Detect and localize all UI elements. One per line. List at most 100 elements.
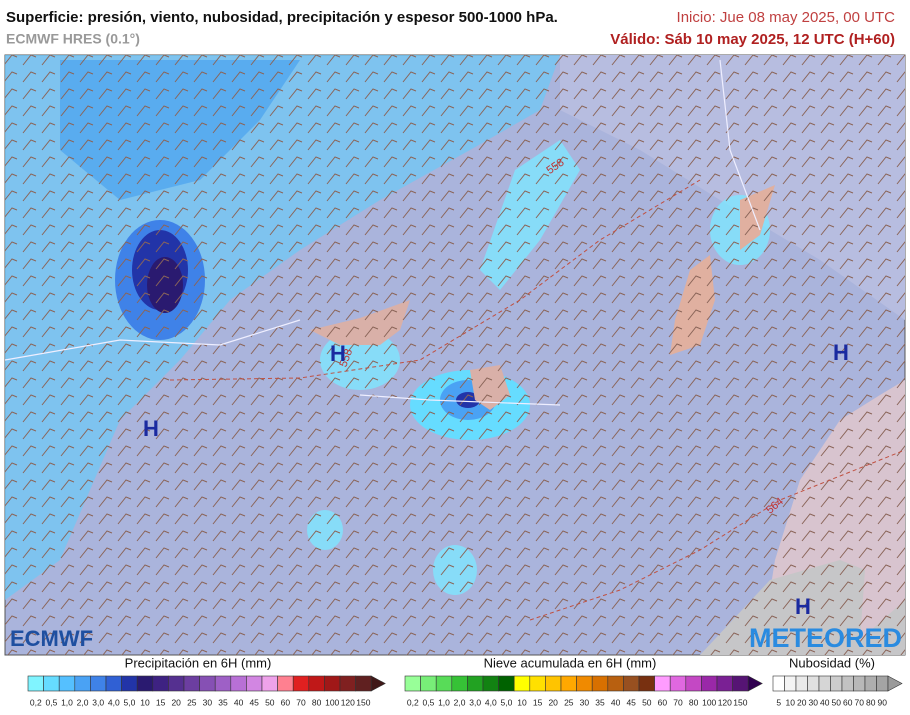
legend-swatch [214, 675, 232, 692]
legend-swatch [772, 675, 785, 692]
legend-swatch [324, 675, 341, 692]
legend-swatch [43, 675, 60, 692]
legend-label: 20 [548, 697, 558, 707]
legend-swatch [482, 675, 499, 692]
legend-swatch [732, 675, 749, 692]
legend-swatch [701, 675, 718, 692]
legend-swatch [576, 675, 593, 692]
legend-label: 0,5 [422, 697, 434, 707]
legend-swatch [864, 675, 877, 692]
legend-label: 10 [140, 697, 150, 707]
legend-swatch [467, 675, 484, 692]
legend-label: 50 [642, 697, 652, 707]
legend-label: 35 [218, 697, 228, 707]
legend-arrow [370, 675, 386, 692]
legend-label: 70 [673, 697, 683, 707]
legend-swatch [513, 675, 531, 692]
legend-label: 25 [187, 697, 197, 707]
legend-label: 0,5 [45, 697, 57, 707]
legend-swatch [136, 675, 154, 692]
legend-label: 25 [564, 697, 574, 707]
high-pressure: H [330, 341, 346, 366]
legend-label: 35 [595, 697, 605, 707]
legend-swatch [246, 675, 263, 692]
legend-label: 45 [249, 697, 259, 707]
legend-label: 70 [296, 697, 306, 707]
legend-label: 120 [341, 697, 355, 707]
start-time: Inicio: Jue 08 may 2025, 00 UTC [677, 9, 896, 26]
legend-label: 50 [832, 697, 842, 707]
legend-swatch [90, 675, 107, 692]
legend-swatch [830, 675, 843, 692]
legend-swatch [818, 675, 831, 692]
legend-label: 3,0 [469, 697, 481, 707]
legend-swatch [420, 675, 437, 692]
legend-swatch [716, 675, 733, 692]
legend-label: 80 [312, 697, 322, 707]
legend-label: 60 [658, 697, 668, 707]
legend-swatch [654, 675, 671, 692]
legend-swatch [27, 675, 44, 692]
legend-label: 20 [797, 697, 807, 707]
title: Superficie: presión, viento, nubosidad, … [6, 9, 558, 26]
legend-label: 4,0 [485, 697, 497, 707]
logo-meteored: METEORED [749, 623, 902, 653]
legend-swatch [784, 675, 797, 692]
legend-title: Precipitación en 6H (mm) [125, 655, 272, 670]
legend-swatch [261, 675, 278, 692]
legend-swatch [339, 675, 356, 692]
legend-label: 120 [718, 697, 732, 707]
legend-swatch [876, 675, 889, 692]
legend-swatch [74, 675, 91, 692]
legend-swatch [807, 675, 820, 692]
legend-label: 1,0 [438, 697, 450, 707]
legend-swatch [168, 675, 185, 692]
valid-time: Válido: Sáb 10 may 2025, 12 UTC (H+60) [610, 31, 895, 48]
legend-swatch [308, 675, 325, 692]
legend-label: 5,0 [500, 697, 512, 707]
high-pressure: H [795, 594, 811, 619]
legend-swatch [591, 675, 609, 692]
legend-label: 0,2 [407, 697, 419, 707]
legend-label: 40 [234, 697, 244, 707]
legend-swatch [230, 675, 247, 692]
legend-arrow [747, 675, 763, 692]
map: 558 558 564 H H H H ECMWF METEORED [4, 54, 906, 656]
legend-swatch [623, 675, 640, 692]
legend-label: 30 [580, 697, 590, 707]
legend-title: Nubosidad (%) [789, 655, 875, 670]
legend-swatch [292, 675, 310, 692]
legend-label: 2,0 [454, 697, 466, 707]
legend-label: 4,0 [108, 697, 120, 707]
legend-swatch [199, 675, 216, 692]
legend-swatch [121, 675, 138, 692]
legend-label: 80 [866, 697, 876, 707]
legend-swatch [277, 675, 294, 692]
legend-label: 10 [517, 697, 527, 707]
logo-ecmwf: ECMWF [10, 626, 93, 651]
legend-swatch [152, 675, 169, 692]
legend-swatch [795, 675, 808, 692]
legend-label: 1,0 [61, 697, 73, 707]
model: ECMWF HRES (0.1°) [6, 31, 140, 47]
legend-title: Nieve acumulada en 6H (mm) [484, 655, 657, 670]
legend-label: 60 [843, 697, 853, 707]
legend-label: 3,0 [92, 697, 104, 707]
legend-label: 150 [356, 697, 370, 707]
legend-swatch [58, 675, 76, 692]
legend-swatch [560, 675, 577, 692]
legend-swatch [105, 675, 122, 692]
legend-label: 50 [265, 697, 275, 707]
legend-label: 30 [203, 697, 213, 707]
legend-swatch [545, 675, 562, 692]
legend-swatch [404, 675, 421, 692]
legend-swatch [607, 675, 624, 692]
legend-label: 80 [689, 697, 699, 707]
legend-swatch [435, 675, 453, 692]
legend-label: 70 [855, 697, 865, 707]
legend-swatch [841, 675, 854, 692]
legend-swatch [685, 675, 702, 692]
legend-swatch [669, 675, 687, 692]
legends: Precipitación en 6H (mm)0,2 0,5 1,0 2,0 3,0 4… [27, 655, 903, 707]
